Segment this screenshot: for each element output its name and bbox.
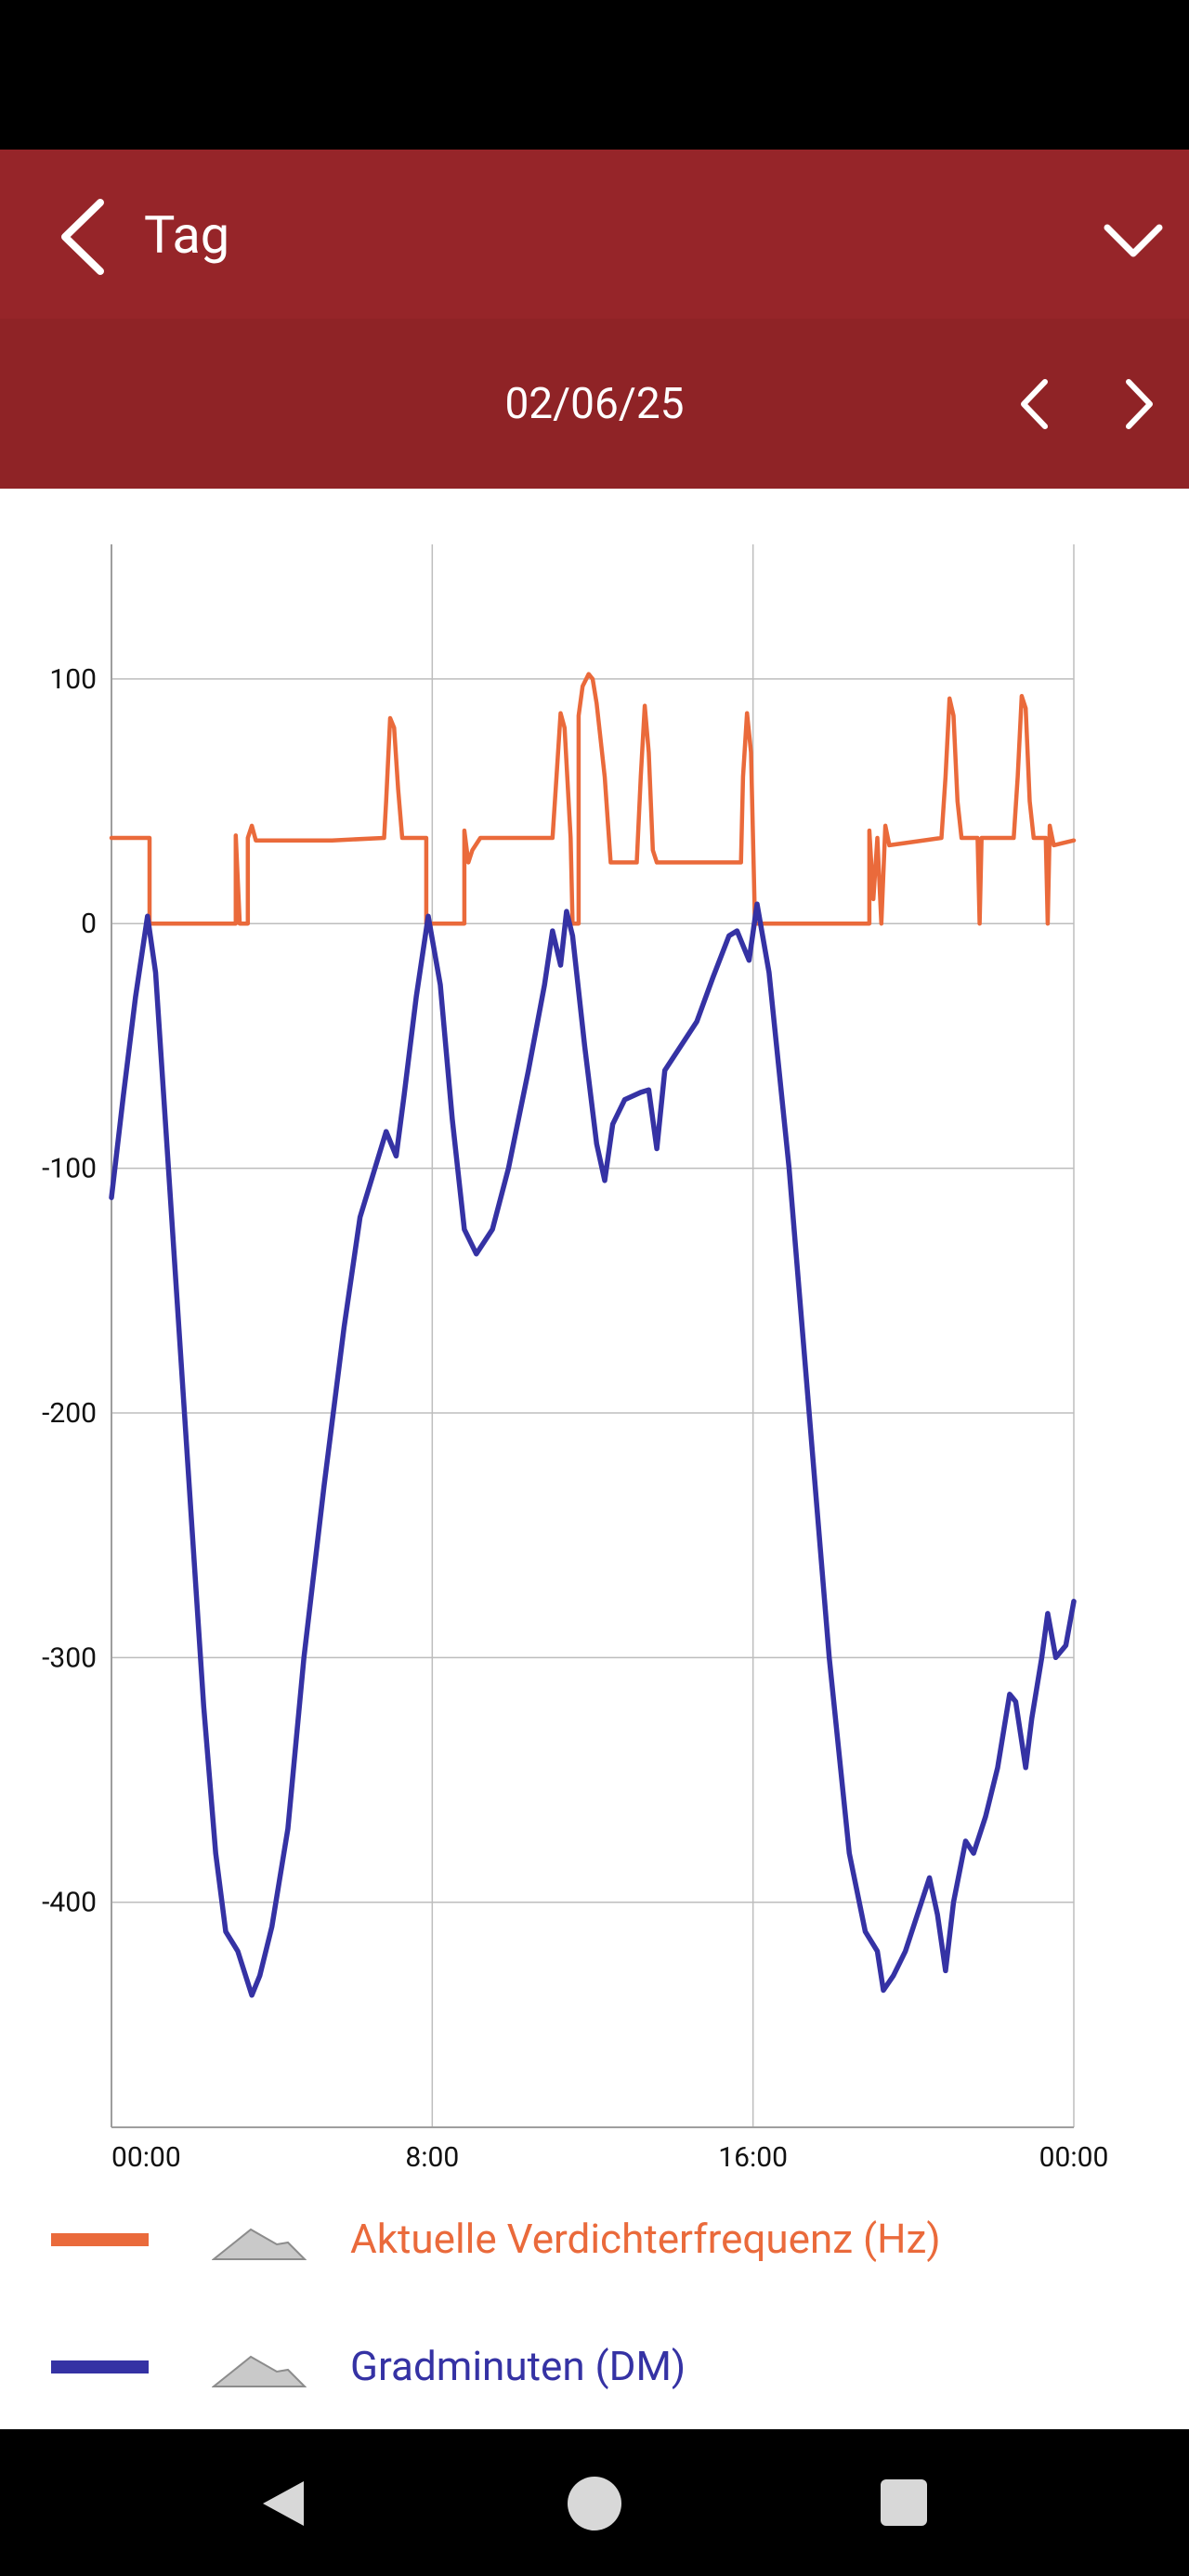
nav-recents-icon[interactable] xyxy=(878,2477,930,2529)
chart-ticks: 100 0 -100 -200 -300 -400 00:00 8:00 16:00 00:00 xyxy=(42,663,1108,2174)
x-tick-label: 00:00 xyxy=(111,2141,181,2174)
chart-series xyxy=(109,672,1077,1998)
back-button[interactable] xyxy=(46,186,130,288)
y-tick-label: -300 xyxy=(42,1641,97,1674)
legend-item-degree-minutes[interactable]: Gradminuten (DM) xyxy=(0,2315,1189,2417)
legend-label: Gradminuten (DM) xyxy=(350,2342,686,2390)
chevron-left-icon xyxy=(61,199,104,275)
y-tick-label: 0 xyxy=(81,908,97,940)
y-tick-label: -400 xyxy=(42,1887,97,1919)
area-chart-toggle-icon[interactable] xyxy=(212,2215,307,2261)
series-line-compressor-frequency xyxy=(109,672,1077,926)
app-bar xyxy=(0,150,1189,319)
legend-swatch-compressor-frequency xyxy=(51,2233,149,2246)
legend-swatch-degree-minutes xyxy=(51,2360,149,2373)
y-tick-label: 100 xyxy=(49,663,97,696)
line-chart[interactable]: 100 0 -100 -200 -300 -400 00:00 8:00 16:00 00:00 xyxy=(0,489,1189,2198)
page-title: Tag xyxy=(144,204,230,266)
nav-home-icon[interactable] xyxy=(565,2474,624,2533)
date-bar xyxy=(0,319,1189,489)
chevron-right-icon xyxy=(1126,379,1153,429)
x-tick-label: 8:00 xyxy=(405,2141,459,2174)
previous-day-button[interactable] xyxy=(1003,367,1068,441)
chevron-left-icon xyxy=(1021,379,1048,429)
legend-label: Aktuelle Verdichterfrequenz (Hz) xyxy=(350,2215,941,2263)
nav-back-icon[interactable] xyxy=(255,2476,311,2531)
date-label: 02/06/25 xyxy=(504,379,685,429)
legend-item-compressor-frequency[interactable]: Aktuelle Verdichterfrequenz (Hz) xyxy=(0,2188,1189,2290)
x-tick-label: 00:00 xyxy=(1039,2141,1109,2174)
x-tick-label: 16:00 xyxy=(718,2141,788,2174)
system-nav-bar xyxy=(0,2429,1189,2576)
y-tick-label: -200 xyxy=(42,1397,97,1430)
status-bar xyxy=(0,0,1189,150)
chart-grid xyxy=(111,544,1075,2128)
area-chart-toggle-icon[interactable] xyxy=(212,2342,307,2388)
next-day-button[interactable] xyxy=(1105,367,1170,441)
series-line-degree-minutes xyxy=(109,901,1077,1998)
y-tick-label: -100 xyxy=(42,1153,97,1185)
chevron-down-icon xyxy=(1104,224,1163,257)
dropdown-button[interactable] xyxy=(1087,200,1180,283)
